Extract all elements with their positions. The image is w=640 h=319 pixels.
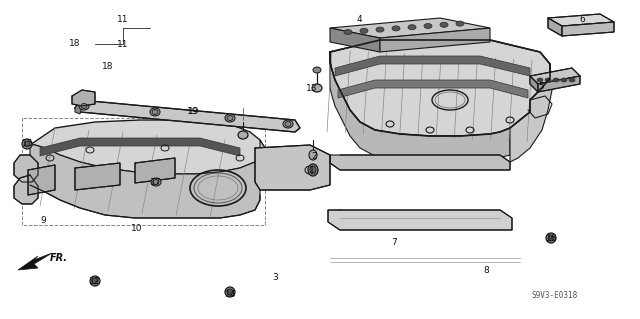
Text: 8: 8 xyxy=(484,266,489,275)
Text: S9V3-E0318: S9V3-E0318 xyxy=(532,291,578,300)
Ellipse shape xyxy=(392,26,400,31)
Polygon shape xyxy=(510,64,552,162)
Ellipse shape xyxy=(238,131,248,139)
Ellipse shape xyxy=(545,78,551,82)
Ellipse shape xyxy=(309,150,317,160)
Ellipse shape xyxy=(553,78,559,82)
Polygon shape xyxy=(18,253,52,270)
Ellipse shape xyxy=(546,233,556,243)
Polygon shape xyxy=(530,68,580,84)
Text: 10: 10 xyxy=(131,224,142,233)
Ellipse shape xyxy=(376,27,384,32)
Polygon shape xyxy=(330,18,490,38)
Ellipse shape xyxy=(150,108,160,116)
Polygon shape xyxy=(330,28,380,52)
Polygon shape xyxy=(135,158,175,183)
Ellipse shape xyxy=(153,180,159,184)
Polygon shape xyxy=(330,155,510,170)
Text: 1: 1 xyxy=(310,166,315,175)
Ellipse shape xyxy=(456,21,464,26)
Text: FR.: FR. xyxy=(50,253,68,263)
Ellipse shape xyxy=(561,78,567,82)
Ellipse shape xyxy=(344,29,352,34)
Ellipse shape xyxy=(92,278,98,284)
Ellipse shape xyxy=(360,28,368,33)
Ellipse shape xyxy=(227,289,233,295)
Polygon shape xyxy=(255,145,330,190)
Text: 2: 2 xyxy=(312,152,317,161)
Text: 17: 17 xyxy=(150,178,162,187)
Polygon shape xyxy=(28,165,55,195)
Text: 7: 7 xyxy=(391,238,396,247)
Text: 13: 13 xyxy=(306,84,317,93)
Ellipse shape xyxy=(24,141,30,147)
Ellipse shape xyxy=(537,78,543,82)
Polygon shape xyxy=(40,138,240,156)
Polygon shape xyxy=(14,155,38,182)
Text: 12: 12 xyxy=(89,277,100,286)
Ellipse shape xyxy=(569,78,575,82)
Polygon shape xyxy=(380,28,490,52)
Ellipse shape xyxy=(310,166,316,174)
Polygon shape xyxy=(330,40,550,136)
Ellipse shape xyxy=(81,103,87,108)
Text: 3: 3 xyxy=(273,273,278,282)
Polygon shape xyxy=(335,56,530,76)
Text: 6: 6 xyxy=(580,15,585,24)
Ellipse shape xyxy=(440,22,448,27)
Polygon shape xyxy=(75,100,82,114)
Polygon shape xyxy=(338,80,528,98)
Polygon shape xyxy=(562,22,614,36)
Ellipse shape xyxy=(408,25,416,30)
Ellipse shape xyxy=(312,84,322,92)
Text: 18: 18 xyxy=(69,40,81,48)
Ellipse shape xyxy=(308,164,318,176)
Polygon shape xyxy=(72,90,95,106)
Polygon shape xyxy=(548,18,562,36)
Text: 11: 11 xyxy=(117,40,129,48)
Text: 19: 19 xyxy=(188,107,199,115)
Ellipse shape xyxy=(225,287,235,297)
Text: 14: 14 xyxy=(225,290,236,299)
Text: 11: 11 xyxy=(117,16,129,25)
Polygon shape xyxy=(75,100,300,132)
Ellipse shape xyxy=(79,102,89,110)
Polygon shape xyxy=(328,210,512,230)
Text: 9: 9 xyxy=(41,216,46,225)
Ellipse shape xyxy=(283,120,293,128)
Ellipse shape xyxy=(225,114,235,122)
Ellipse shape xyxy=(90,276,100,286)
Polygon shape xyxy=(538,76,580,92)
Polygon shape xyxy=(75,163,120,190)
Polygon shape xyxy=(30,140,265,218)
Text: 19: 19 xyxy=(188,107,199,115)
Ellipse shape xyxy=(151,178,161,186)
Polygon shape xyxy=(530,76,538,92)
Ellipse shape xyxy=(227,115,233,121)
Text: 4: 4 xyxy=(357,15,362,24)
Polygon shape xyxy=(14,175,38,204)
Text: 15: 15 xyxy=(22,139,33,148)
Ellipse shape xyxy=(152,109,158,115)
Text: 16: 16 xyxy=(546,234,557,243)
Polygon shape xyxy=(30,120,265,174)
Ellipse shape xyxy=(548,235,554,241)
Ellipse shape xyxy=(313,67,321,73)
Text: 5: 5 xyxy=(538,82,543,91)
Text: 18: 18 xyxy=(102,62,113,71)
Ellipse shape xyxy=(285,122,291,127)
Polygon shape xyxy=(548,14,614,26)
Polygon shape xyxy=(330,52,510,162)
Ellipse shape xyxy=(424,24,432,28)
Ellipse shape xyxy=(22,139,32,149)
